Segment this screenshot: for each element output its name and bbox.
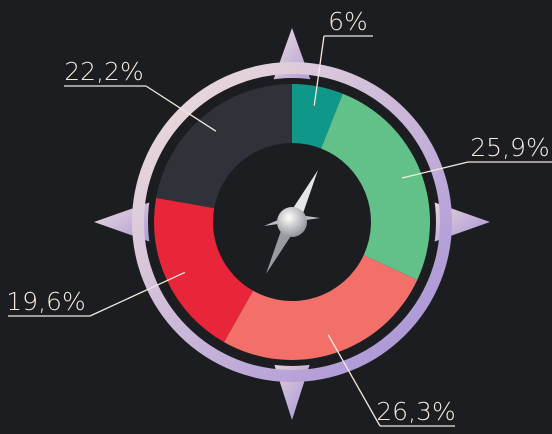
leader-line: [327, 334, 381, 427]
donut-segment: [321, 93, 430, 280]
needle: [264, 170, 320, 274]
value-label: 22,2%: [64, 57, 143, 86]
donut-segment: [224, 255, 418, 361]
leader-line: [145, 85, 217, 132]
value-label: 19,6%: [6, 287, 85, 316]
donut-segment: [156, 84, 292, 209]
leader-line: [401, 161, 469, 179]
value-label: 26,3%: [376, 397, 455, 426]
donut-segment: [154, 197, 254, 343]
leader-line: [89, 271, 186, 317]
leader-line: [313, 35, 325, 106]
value-label: 25,9%: [470, 133, 549, 162]
donut-segment: [292, 84, 343, 149]
value-label: 6%: [328, 7, 368, 36]
